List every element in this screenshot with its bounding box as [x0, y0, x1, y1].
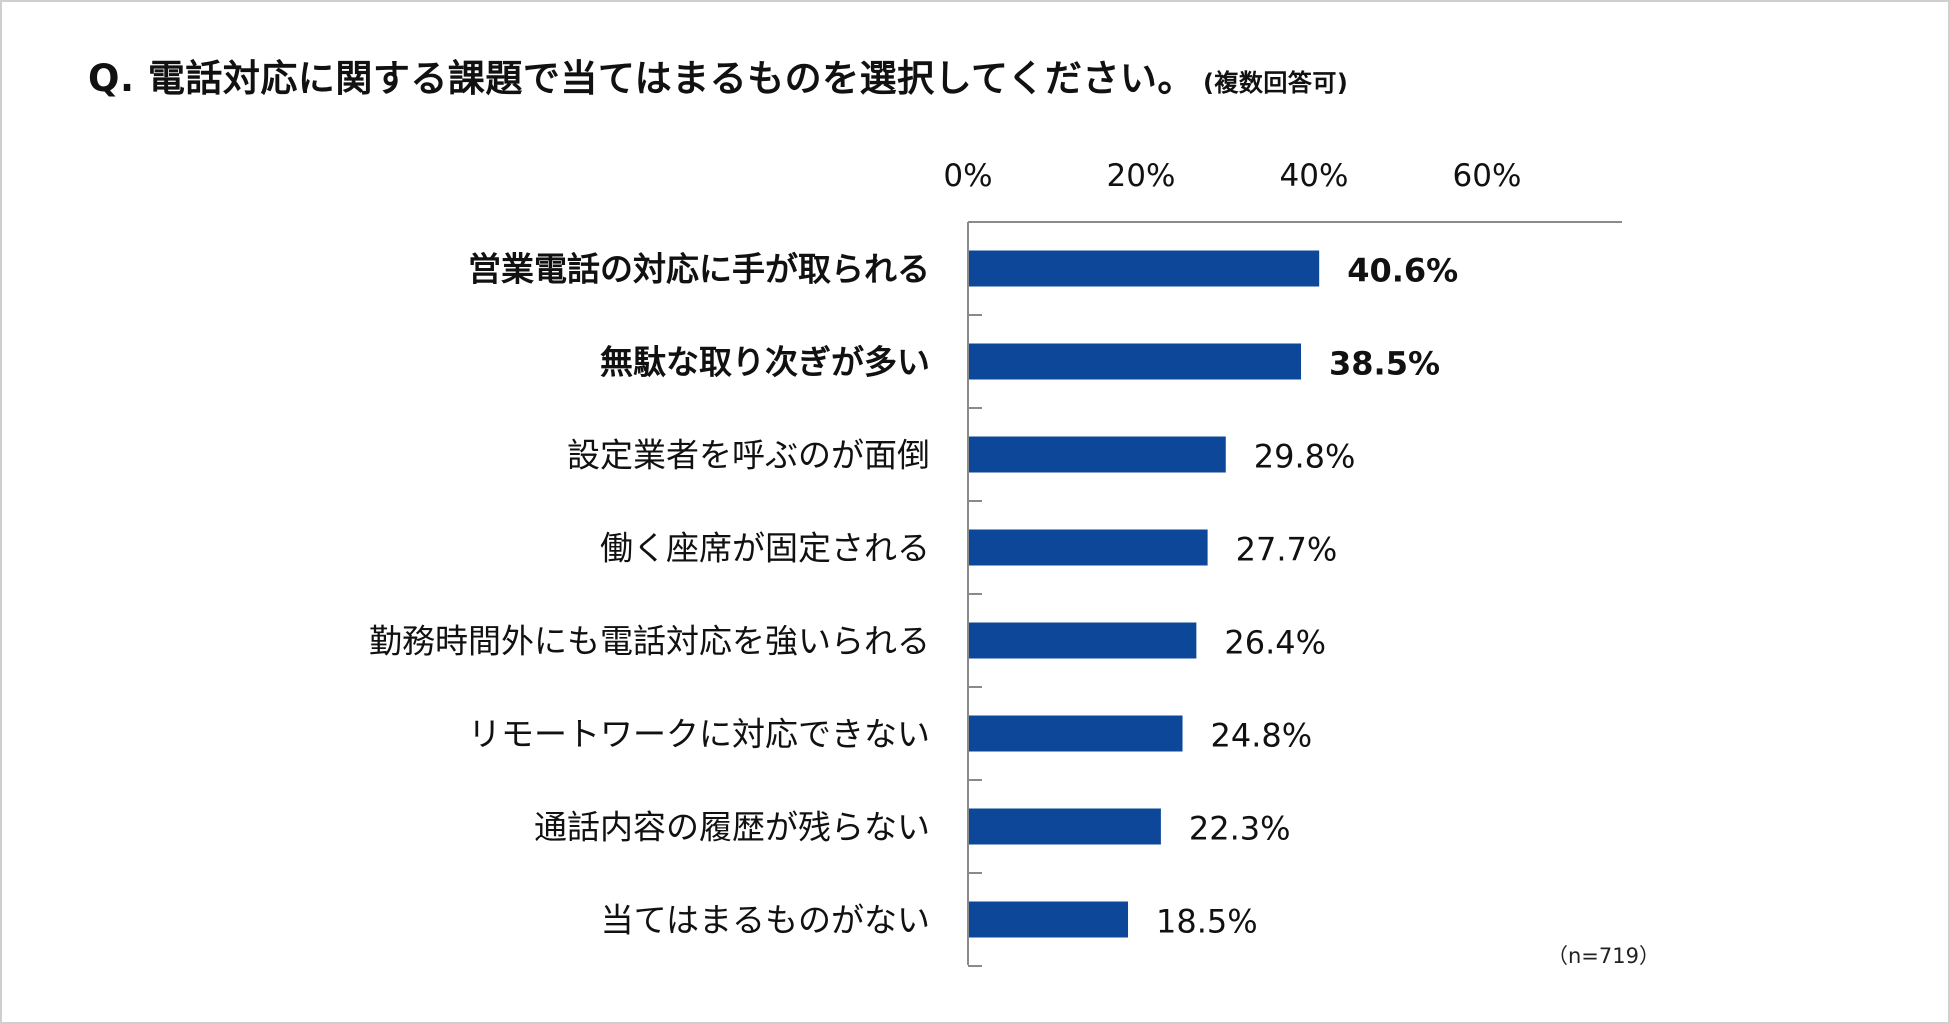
bar [969, 808, 1161, 845]
value-label: 22.3% [1189, 810, 1291, 848]
bar [969, 436, 1226, 473]
value-label: 29.8% [1254, 438, 1356, 476]
value-label: 24.8% [1211, 717, 1313, 755]
category-label: 通話内容の履歴が残らない [534, 808, 930, 847]
category-label: リモートワークに対応できない [468, 715, 930, 754]
category-label: 働く座席が固定される [600, 529, 930, 568]
x-tick-label: 0% [943, 158, 992, 194]
category-label: 営業電話の対応に手が取られる [468, 250, 930, 289]
bar [969, 901, 1129, 938]
value-label: 27.7% [1236, 531, 1338, 569]
category-label: 当てはまるものがない [601, 901, 930, 940]
bar [969, 250, 1320, 287]
bar [969, 529, 1208, 566]
x-tick-label: 20% [1107, 158, 1176, 194]
chart-title: Q. 電話対応に関する課題で当てはまるものを選択してください。 (複数回答可) [88, 48, 1348, 102]
sample-size-note: （n=719） [1547, 944, 1660, 968]
category-label: 勤務時間外にも電話対応を強いられる [369, 622, 930, 661]
bar [969, 343, 1302, 380]
title-subtitle: (複数回答可) [1202, 69, 1349, 97]
value-label: 38.5% [1329, 345, 1440, 383]
category-label: 設定業者を呼ぶのが面倒 [567, 436, 930, 475]
bar [969, 622, 1197, 659]
title-main: Q. 電話対応に関する課題で当てはまるものを選択してください。 [88, 57, 1195, 100]
x-tick-label: 60% [1453, 158, 1522, 194]
value-label: 40.6% [1347, 252, 1458, 290]
value-label: 26.4% [1224, 624, 1326, 662]
value-label: 18.5% [1156, 903, 1258, 941]
bar [969, 715, 1183, 752]
category-label: 無駄な取り次ぎが多い [600, 343, 930, 382]
x-tick-label: 40% [1280, 158, 1349, 194]
